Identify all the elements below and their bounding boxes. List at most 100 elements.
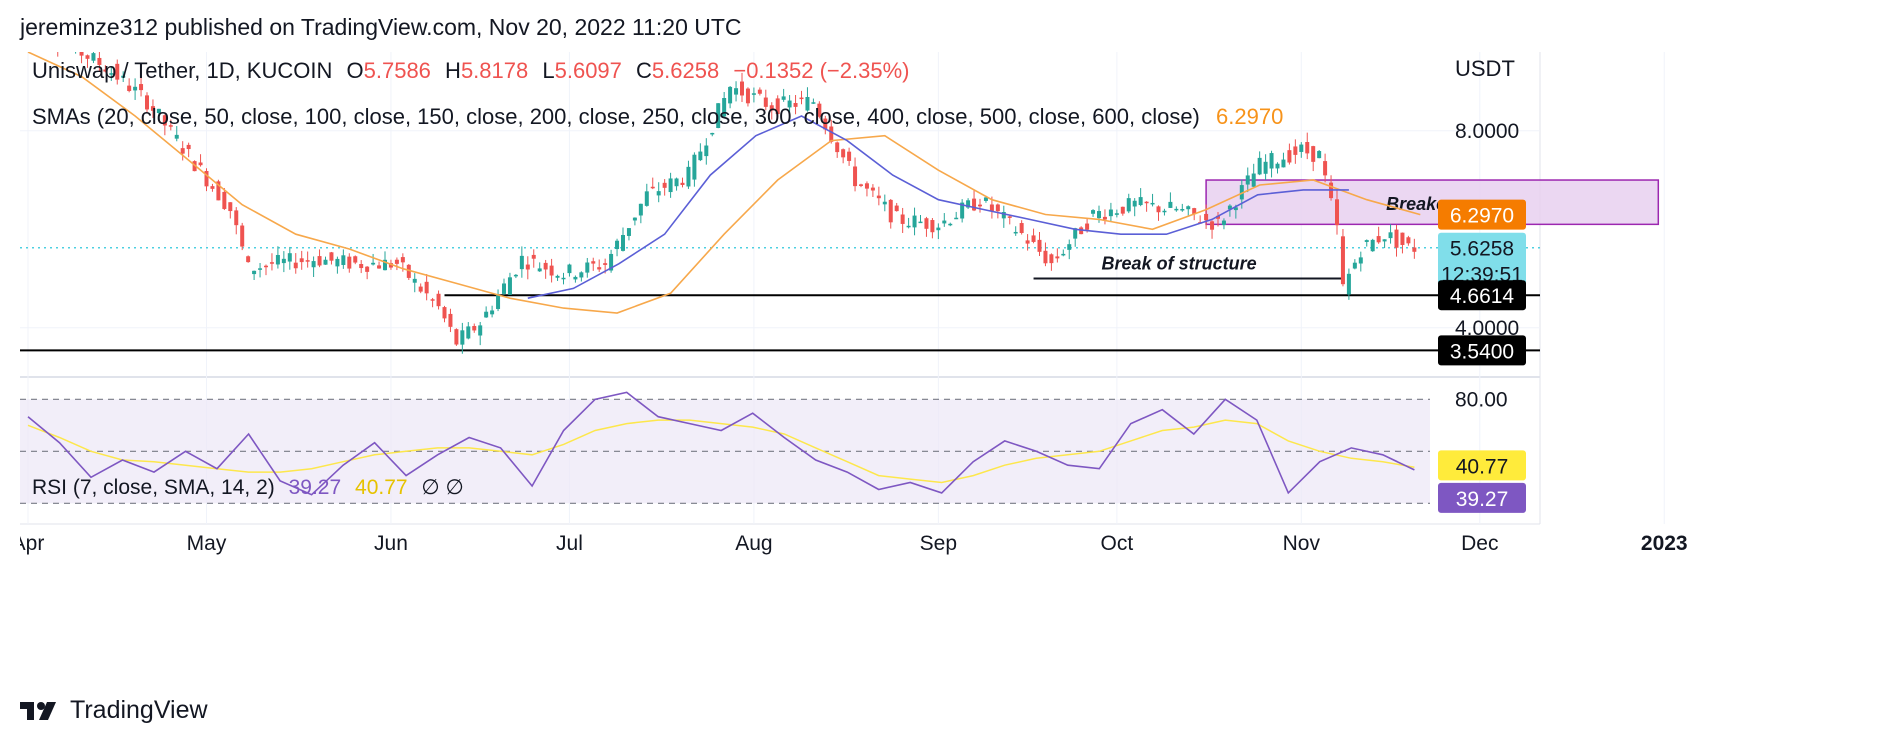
candle-bullish bbox=[1370, 239, 1375, 252]
svg-text:RSI (7, close, SMA, 14, 2): RSI (7, close, SMA, 14, 2) 39.27 40.77 ∅… bbox=[32, 476, 464, 499]
sma-badge-text: 6.2970 bbox=[1450, 205, 1514, 228]
chart-frame: Breaker Break of structure 6.2970 5.6258 12… bbox=[12, 21, 1872, 672]
candle-bullish bbox=[323, 259, 328, 265]
candle-bearish bbox=[436, 293, 441, 307]
candle-bearish bbox=[472, 325, 477, 331]
candle-bullish bbox=[1299, 144, 1304, 152]
sma-slow-line bbox=[27, 51, 1421, 314]
candle-bearish bbox=[353, 256, 358, 263]
sma-legend: SMAs (20, close, 50, close, 100, close, … bbox=[32, 104, 1200, 129]
candle-bearish bbox=[418, 286, 423, 292]
candle-bullish bbox=[1061, 253, 1066, 256]
candle-bullish bbox=[478, 325, 483, 336]
candle-bearish bbox=[240, 225, 245, 247]
candle-bearish bbox=[1144, 201, 1149, 204]
candle-bearish bbox=[1293, 146, 1298, 155]
rsi-sma-legend-value: 40.77 bbox=[355, 476, 408, 499]
rsi-tick-label: 80.00 bbox=[1455, 388, 1508, 411]
candle-bearish bbox=[597, 267, 602, 270]
time-tick-label: Apr bbox=[20, 532, 44, 555]
candle-bullish bbox=[567, 264, 572, 274]
candle-bullish bbox=[1382, 239, 1387, 242]
candle-bullish bbox=[585, 262, 590, 273]
candle-bearish bbox=[549, 265, 554, 276]
chart-grid bbox=[20, 52, 1665, 525]
bos-label: Break of structure bbox=[1102, 254, 1257, 274]
candle-bearish bbox=[359, 264, 364, 269]
candle-bullish bbox=[502, 283, 506, 294]
candle-bearish bbox=[870, 187, 875, 191]
candle-bearish bbox=[424, 281, 429, 294]
rsi-visibility-icons: ∅ ∅ bbox=[421, 476, 463, 499]
candle-bearish bbox=[430, 299, 435, 301]
candle-bullish bbox=[412, 278, 417, 283]
candle-bullish bbox=[716, 103, 721, 128]
candle-bullish bbox=[496, 295, 501, 309]
candle-bearish bbox=[1085, 223, 1090, 230]
candle-bearish bbox=[1192, 208, 1197, 215]
candle-bearish bbox=[168, 125, 173, 127]
candle-bearish bbox=[930, 220, 935, 233]
candle-bearish bbox=[228, 202, 233, 212]
candle-bullish bbox=[341, 255, 346, 265]
last-price-badge-bg bbox=[1438, 232, 1526, 287]
support2-badge-text: 3.5400 bbox=[1450, 340, 1514, 363]
candle-bullish bbox=[156, 108, 161, 114]
price-tick-label: 4.0000 bbox=[1455, 317, 1519, 340]
candle-bullish bbox=[1269, 153, 1274, 169]
candle-bullish bbox=[692, 154, 697, 180]
rsi-badge-text: 39.27 bbox=[1456, 488, 1509, 511]
candle-bearish bbox=[876, 195, 881, 199]
candle-bearish bbox=[817, 103, 822, 117]
sma-legend-value: 6.2970 bbox=[1216, 104, 1283, 129]
candle-bearish bbox=[864, 183, 869, 189]
candle-bullish bbox=[882, 201, 887, 205]
candle-bullish bbox=[1352, 262, 1357, 269]
legend-title: Uniswap / Tether, 1D, KUCOIN bbox=[32, 58, 332, 83]
candle-bearish bbox=[1019, 223, 1024, 233]
publish-header: jereminze312 published on TradingView.co… bbox=[20, 14, 742, 40]
candle-bullish bbox=[1346, 273, 1351, 295]
time-tick-label: Nov bbox=[1283, 532, 1321, 555]
candle-bearish bbox=[1210, 221, 1215, 230]
candle-bullish bbox=[1257, 157, 1262, 175]
candle-bullish bbox=[728, 86, 733, 104]
candle-bearish bbox=[1376, 236, 1381, 243]
sma-layer bbox=[27, 51, 1421, 314]
candle-bullish bbox=[698, 151, 703, 161]
candle-bullish bbox=[579, 272, 584, 278]
candle-bullish bbox=[1174, 208, 1179, 211]
candle-bearish bbox=[329, 252, 334, 261]
candle-bearish bbox=[180, 148, 185, 154]
candle-bearish bbox=[1055, 256, 1060, 259]
candle-bearish bbox=[769, 105, 774, 111]
rsi-line bbox=[27, 391, 1415, 496]
candle-bullish bbox=[460, 330, 465, 345]
candle-bearish bbox=[305, 260, 310, 262]
candle-bearish bbox=[745, 88, 750, 104]
candle-bearish bbox=[978, 204, 982, 207]
candle-bearish bbox=[1406, 237, 1411, 244]
candle-bullish bbox=[686, 166, 691, 187]
candle-bullish bbox=[1317, 151, 1322, 159]
candle-bullish bbox=[656, 191, 661, 196]
candle-bearish bbox=[531, 254, 536, 259]
candle-bearish bbox=[972, 198, 977, 211]
candle-bullish bbox=[811, 102, 816, 104]
candle-bearish bbox=[924, 218, 929, 229]
candle-bearish bbox=[995, 204, 1000, 212]
candle-bearish bbox=[264, 265, 268, 268]
candle-bullish bbox=[1245, 175, 1250, 185]
main-legend: Uniswap / Tether, 1D, KUCOIN O5.7586 H5.… bbox=[32, 58, 1283, 129]
candle-bearish bbox=[1287, 150, 1292, 163]
candle-bearish bbox=[799, 97, 804, 100]
candle-bearish bbox=[299, 258, 304, 263]
candle-bullish bbox=[1233, 207, 1238, 211]
rsi-legend-value: 39.27 bbox=[289, 476, 342, 499]
candle-bullish bbox=[133, 86, 138, 91]
tradingview-brand: TradingView bbox=[70, 696, 208, 724]
candle-bearish bbox=[1400, 232, 1405, 245]
candle-bearish bbox=[216, 181, 221, 201]
candle-bullish bbox=[1180, 208, 1185, 211]
